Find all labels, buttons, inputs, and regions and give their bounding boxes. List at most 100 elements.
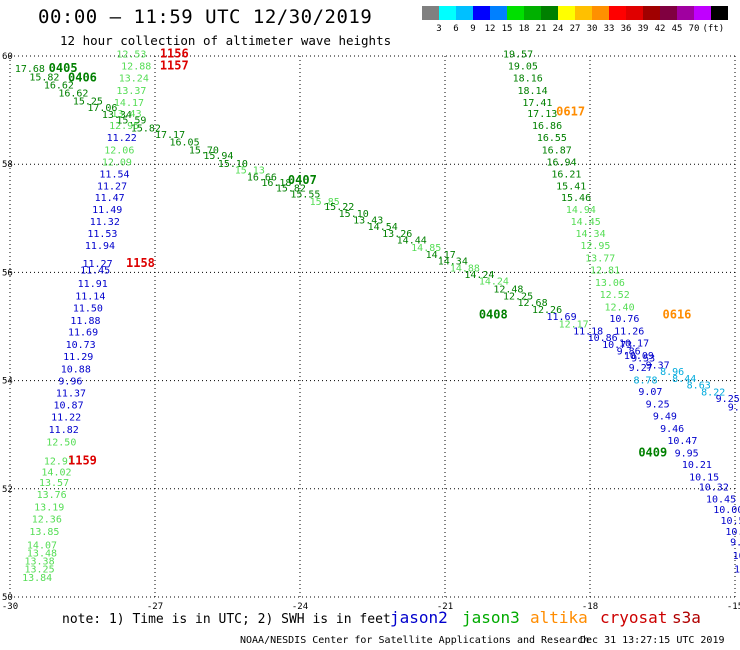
wave-height-value: 13.43 (353, 216, 383, 227)
wave-height-value: 9.27 (629, 363, 653, 374)
colorbar-label: 15 (501, 24, 513, 34)
wave-height-value: 19.05 (508, 62, 538, 73)
colorbar-swatch (490, 6, 507, 20)
colorbar-swatch (694, 6, 711, 20)
wave-height-value: 9.5 (730, 538, 740, 549)
colorbar-swatch (677, 6, 694, 20)
wave-height-value: 14.24 (464, 270, 494, 281)
wave-height-value: 14.34 (438, 256, 468, 267)
colorbar-swatch (575, 6, 592, 20)
colorbar-swatch (473, 6, 490, 20)
satellite-legend-jason3: jason3 (462, 608, 520, 627)
wave-height-value: 9.49 (653, 412, 677, 423)
wave-height-value: 12.40 (605, 302, 635, 313)
colorbar-label: 42 (654, 24, 666, 34)
wave-height-value: 10.76 (609, 314, 639, 325)
colorbar-swatch (439, 6, 456, 20)
wave-height-value: 14.54 (368, 222, 398, 233)
wave-height-value: 14.88 (450, 263, 480, 274)
colorbar-swatch (507, 6, 524, 20)
wave-height-value: 13.38 (25, 557, 55, 568)
pass-time-label: 0408 (479, 307, 508, 321)
map-subtitle: 12 hour collection of altimeter wave hei… (60, 33, 392, 48)
colorbar-label: 18 (518, 24, 530, 34)
wave-height-value: 15.59 (116, 116, 146, 127)
x-tick-label: -27 (147, 602, 163, 612)
wave-height-value: 12.26 (532, 305, 562, 316)
y-tick-label: 52 (2, 485, 13, 495)
pass-time-label: 1156 (160, 47, 189, 61)
wave-height-value: 10.45 (706, 494, 736, 505)
wave-height-value: 11.22 (51, 413, 81, 424)
wave-height-value: 9.25 (716, 394, 740, 405)
wave-height-value: 15.41 (556, 182, 586, 193)
wave-height-value: 11.53 (87, 229, 117, 240)
wave-height-value: 11.94 (85, 241, 115, 252)
wave-height-value: 12.36 (32, 514, 62, 525)
wave-height-value: 15.46 (561, 193, 591, 204)
wave-height-value: 11.18 (573, 327, 603, 338)
colorbar-label: 27 (569, 24, 581, 34)
wave-height-value: 10.49 (725, 527, 740, 538)
wave-height-value: 10.86 (588, 333, 618, 344)
wave-height-value: 11.45 (80, 265, 110, 276)
wave-height-value: 13.19 (34, 502, 64, 513)
wave-height-value: 10.87 (54, 401, 84, 412)
wave-height-value: 10.00 (713, 505, 740, 516)
wave-height-value: 10 (734, 565, 740, 576)
wave-height-value: 13.48 (27, 548, 57, 559)
wave-height-value: 16.05 (170, 137, 200, 148)
colorbar-label: 12 (484, 24, 496, 34)
x-tick-label: -24 (292, 602, 308, 612)
wave-height-value: 15.13 (235, 165, 265, 176)
wave-height-value: 11.49 (92, 205, 122, 216)
wave-height-value: 14.07 (27, 540, 57, 551)
wave-height-value: 8.96 (660, 367, 684, 378)
wave-height-value: 15.70 (189, 145, 219, 156)
wave-height-value: 14.17 (426, 250, 456, 261)
wave-height-value: 8.78 (634, 375, 658, 386)
wave-height-value: 16.21 (551, 170, 581, 181)
wave-height-value: 9.95 (675, 448, 699, 459)
wave-height-value: 17.68 (15, 64, 45, 75)
wave-height-value: 14.85 (411, 243, 441, 254)
wave-height-value: 15.85 (310, 197, 340, 208)
wave-height-value: 13.34 (102, 110, 132, 121)
wave-height-value: 9.07 (638, 387, 662, 398)
wave-height-value: 9.53 (631, 354, 655, 365)
wave-height-value: 11.27 (97, 182, 127, 193)
colorbar-label: 36 (620, 24, 632, 34)
wave-height-value: 15.10 (218, 159, 248, 170)
wave-height-value: 17.41 (522, 98, 552, 109)
wave-height-value: 12.95 (109, 121, 139, 132)
footer-note: note: 1) Time is in UTC; 2) SWH is in fe… (62, 612, 391, 627)
wave-height-value: 10.54 (721, 516, 740, 527)
wave-height-value: 10.47 (667, 436, 697, 447)
wave-height-value: 10.15 (689, 473, 719, 484)
wave-height-value: 13.77 (585, 254, 615, 265)
x-tick-label: -15 (727, 602, 740, 612)
wave-height-value: 11.37 (56, 388, 86, 399)
wave-height-value: 12.25 (503, 291, 533, 302)
wave-height-value: 16.55 (537, 133, 567, 144)
wave-height-value: 16.66 (247, 172, 277, 183)
wave-height-value: 12.17 (559, 320, 589, 331)
colorbar-swatch (711, 6, 728, 20)
pass-time-label: 0616 (663, 307, 692, 321)
wave-height-value: 9.46 (660, 424, 684, 435)
wave-height-value: 12.68 (518, 298, 548, 309)
colorbar-swatch (422, 6, 439, 20)
wave-height-value: 12.88 (121, 62, 151, 73)
pass-time-label: 0407 (288, 173, 317, 187)
x-tick-label: -21 (437, 602, 453, 612)
wave-height-value: 16.86 (532, 121, 562, 132)
wave-height-value: 11.50 (73, 303, 103, 314)
colorbar-swatch (609, 6, 626, 20)
x-tick-label: -18 (582, 602, 598, 612)
wave-height-value: 10.17 (619, 339, 649, 350)
wave-height-value: 13.37 (116, 86, 146, 97)
colorbar-label: 9 (470, 24, 476, 34)
wave-height-value: 8.44 (672, 374, 696, 385)
wave-height-value: 10.73 (66, 340, 96, 351)
